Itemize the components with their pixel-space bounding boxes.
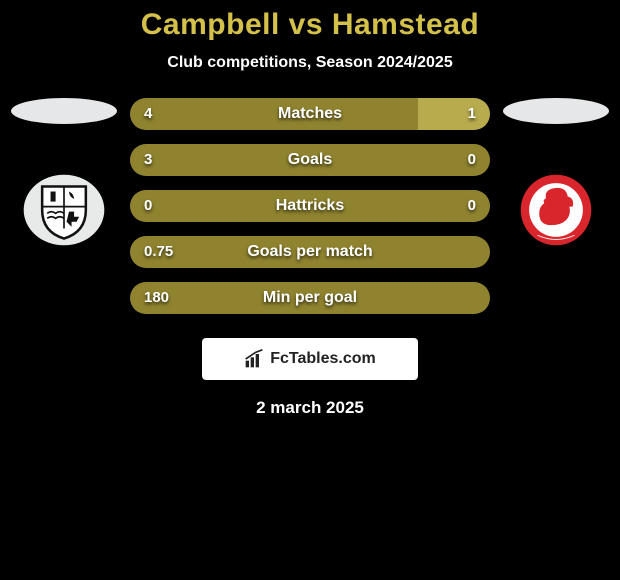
player-right-column <box>500 98 612 252</box>
player-right-name-pill <box>503 98 609 124</box>
stat-bar: 0 Hattricks 0 <box>130 190 490 222</box>
bar-chart-icon <box>244 349 264 369</box>
stat-value-right: 0 <box>468 190 476 222</box>
comparison-body: 4 Matches 1 3 Goals 0 0 Hattricks 0 <box>0 98 620 314</box>
stat-label: Matches <box>130 98 490 130</box>
stat-value-right: 1 <box>468 98 476 130</box>
stat-label: Goals <box>130 144 490 176</box>
club-badge-left <box>14 168 114 252</box>
stat-bar: 180 Min per goal <box>130 282 490 314</box>
attribution-badge: FcTables.com <box>202 338 418 380</box>
comparison-widget: Campbell vs Hamstead Club competitions, … <box>0 0 620 418</box>
stat-label: Goals per match <box>130 236 490 268</box>
stat-bar: 0.75 Goals per match <box>130 236 490 268</box>
club-badge-right <box>506 168 606 252</box>
player-left-name-pill <box>11 98 117 124</box>
stat-value-right: 0 <box>468 144 476 176</box>
stat-bar: 4 Matches 1 <box>130 98 490 130</box>
attribution-text: FcTables.com <box>270 350 376 368</box>
page-title: Campbell vs Hamstead <box>0 8 620 42</box>
shield-icon <box>14 168 114 252</box>
stats-bars: 4 Matches 1 3 Goals 0 0 Hattricks 0 <box>130 98 490 314</box>
player-left-column <box>8 98 120 252</box>
match-date: 2 march 2025 <box>0 398 620 418</box>
stat-bar: 3 Goals 0 <box>130 144 490 176</box>
subtitle: Club competitions, Season 2024/2025 <box>0 54 620 72</box>
round-crest-icon <box>506 168 606 252</box>
stat-label: Min per goal <box>130 282 490 314</box>
stat-label: Hattricks <box>130 190 490 222</box>
